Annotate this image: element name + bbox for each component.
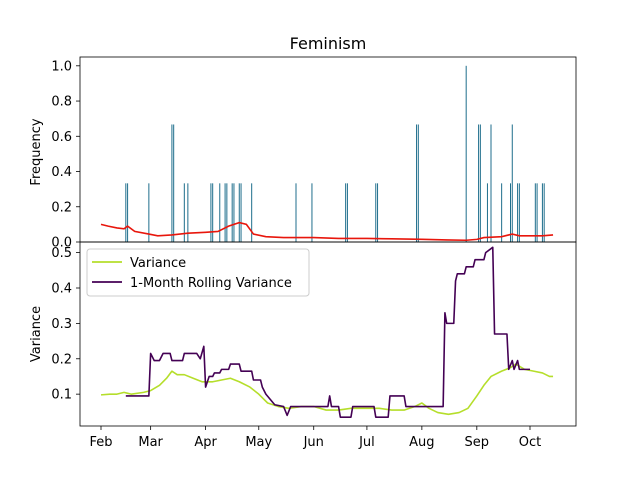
frequency-bar	[375, 183, 377, 242]
variance-plot-frame	[79, 241, 577, 427]
frequency-bar	[183, 183, 185, 242]
legend-label-rolling-variance: 1-Month Rolling Variance	[130, 276, 292, 291]
frequency-bar	[501, 183, 503, 242]
frequency-bar	[536, 183, 538, 242]
frequency-bar	[486, 183, 488, 242]
frequency-bar	[210, 183, 212, 242]
frequency-bar	[125, 183, 127, 242]
frequency-bar	[240, 183, 242, 242]
frequency-bar	[518, 183, 520, 242]
frequency-y-tick-label: 1.0	[51, 59, 72, 74]
frequency-bar	[127, 183, 129, 242]
variance-x-tick-label: Aug	[409, 435, 434, 450]
frequency-bar	[171, 124, 173, 242]
frequency-bar	[465, 65, 467, 242]
variance-y-tick-label: 0.4	[51, 282, 72, 297]
frequency-bar	[295, 183, 297, 242]
variance-y-tick-label: 0.2	[51, 352, 72, 367]
frequency-bar	[534, 183, 536, 242]
frequency-rolling-line	[100, 221, 554, 242]
frequency-bar	[148, 183, 150, 242]
frequency-bar	[517, 183, 519, 242]
frequency-bar	[541, 183, 543, 242]
variance-y-tick-label: 0.1	[51, 388, 72, 403]
frequency-bar	[416, 124, 418, 242]
frequency-bar	[238, 183, 240, 242]
variance-x-tick-label: Feb	[89, 435, 112, 450]
frequency-y-tick-label: 0.2	[51, 200, 72, 215]
variance-x-ticks: Feb Mar Apr May Jun Jul Aug Sep Oct	[89, 426, 541, 450]
frequency-bar	[251, 183, 253, 242]
frequency-y-tick-label: 0.0	[51, 236, 72, 251]
frequency-bar	[417, 124, 419, 242]
frequency-bar	[479, 124, 481, 242]
variance-x-tick-label: Oct	[519, 435, 541, 450]
frequency-bars	[125, 65, 545, 242]
variance-y-ticks: 0.1 0.2 0.3 0.4 0.5	[51, 246, 80, 403]
variance-y-tick-label: 0.3	[51, 317, 72, 332]
rolling-variance-line	[125, 246, 530, 418]
variance-x-tick-label: Apr	[194, 435, 217, 450]
variance-x-tick-label: Mar	[138, 435, 163, 450]
frequency-bar	[346, 183, 348, 242]
frequency-bar	[233, 183, 235, 242]
frequency-bar	[345, 183, 347, 242]
variance-x-tick-label: Jun	[303, 435, 324, 450]
frequency-y-tick-label: 0.8	[51, 95, 72, 110]
frequency-bar	[187, 183, 189, 242]
frequency-bar	[224, 183, 226, 242]
frequency-bar	[311, 183, 313, 242]
chart-title: Feminism	[290, 34, 367, 53]
frequency-bar	[377, 183, 379, 242]
variance-x-tick-label: May	[245, 435, 272, 450]
frequency-bar	[510, 183, 511, 242]
frequency-rolling-line-path	[100, 221, 554, 242]
variance-x-tick-label: Jul	[358, 435, 375, 450]
frequency-bar	[511, 124, 513, 242]
legend: Variance 1-Month Rolling Variance	[86, 248, 310, 297]
variance-panel: 0.1 0.2 0.3 0.4 0.5 Feb Mar Apr May Jun Jul Aug Sep…	[29, 241, 577, 450]
frequency-bar	[173, 124, 175, 242]
frequency-panel: 0.0 0.2 0.4 0.6 0.8 1.0 Frequency	[29, 56, 577, 251]
frequency-y-tick-label: 0.6	[51, 130, 72, 145]
variance-x-tick-label: Sep	[465, 435, 490, 450]
frequency-y-tick-label: 0.4	[51, 165, 72, 180]
frequency-bar	[231, 183, 233, 242]
frequency-y-axis-label: Frequency	[29, 118, 44, 185]
frequency-bar	[543, 183, 545, 242]
frequency-bar	[478, 124, 480, 242]
frequency-bar	[219, 183, 221, 242]
variance-line	[100, 363, 554, 416]
frequency-bar	[212, 183, 214, 242]
legend-box	[86, 248, 310, 297]
frequency-y-ticks: 0.0 0.2 0.4 0.6 0.8 1.0	[51, 59, 80, 251]
frequency-bar	[490, 124, 492, 242]
legend-label-variance: Variance	[130, 256, 186, 271]
variance-series-lines	[100, 246, 554, 418]
variance-y-axis-label: Variance	[29, 306, 44, 362]
frequency-bar	[226, 183, 228, 242]
variance-y-tick-label: 0.5	[51, 246, 72, 261]
